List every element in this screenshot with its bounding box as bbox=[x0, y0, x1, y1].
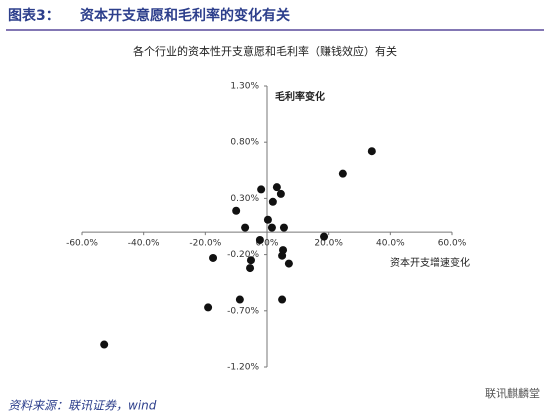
point bbox=[276, 189, 285, 198]
point bbox=[263, 215, 272, 224]
point bbox=[279, 223, 288, 232]
x-tick-label: -60.0% bbox=[66, 239, 98, 249]
point bbox=[338, 169, 347, 178]
x-tick-label: -40.0% bbox=[128, 239, 160, 249]
y-tick-label: 0.30% bbox=[230, 194, 259, 204]
y-tick-label: -0.70% bbox=[227, 306, 259, 316]
figure-title: 资本开支意愿和毛利率的变化有关 bbox=[80, 7, 290, 24]
y-tick-label: -1.20% bbox=[227, 363, 259, 373]
figure-label: 图表3： bbox=[8, 7, 60, 24]
point bbox=[241, 223, 250, 232]
x-tick-label: 60.0% bbox=[438, 239, 467, 249]
point bbox=[320, 232, 329, 241]
y-tick-label: -0.20% bbox=[227, 250, 259, 260]
x-tick-label: 0.0% bbox=[256, 239, 279, 249]
point bbox=[246, 256, 255, 265]
point bbox=[100, 340, 109, 349]
y-axis-title: 毛利率变化 bbox=[275, 90, 325, 103]
point bbox=[267, 223, 276, 232]
x-axis-title: 资本开支增速变化 bbox=[390, 256, 470, 269]
point bbox=[232, 206, 241, 215]
point bbox=[278, 295, 287, 304]
chart-title: 各个行业的资本性开支意愿和毛利率（赚钱效应）有关 bbox=[133, 44, 397, 58]
x-tick-label: -20.0% bbox=[189, 239, 221, 249]
point bbox=[246, 264, 255, 273]
point bbox=[268, 197, 277, 206]
watermark: 联讯麒麟堂 bbox=[485, 386, 540, 400]
point bbox=[204, 303, 213, 312]
x-tick-label: 20.0% bbox=[314, 239, 343, 249]
point bbox=[209, 253, 218, 262]
point bbox=[272, 183, 281, 192]
y-tick-label: 0.80% bbox=[230, 138, 259, 148]
point bbox=[235, 295, 244, 304]
source-note: 资料来源：联讯证券，wind bbox=[8, 399, 157, 413]
point bbox=[257, 185, 266, 194]
point bbox=[284, 259, 293, 268]
y-tick-label: 1.30% bbox=[230, 82, 259, 92]
point bbox=[255, 235, 264, 244]
x-tick-label: 40.0% bbox=[376, 239, 405, 249]
point bbox=[367, 147, 376, 156]
point bbox=[278, 251, 287, 260]
